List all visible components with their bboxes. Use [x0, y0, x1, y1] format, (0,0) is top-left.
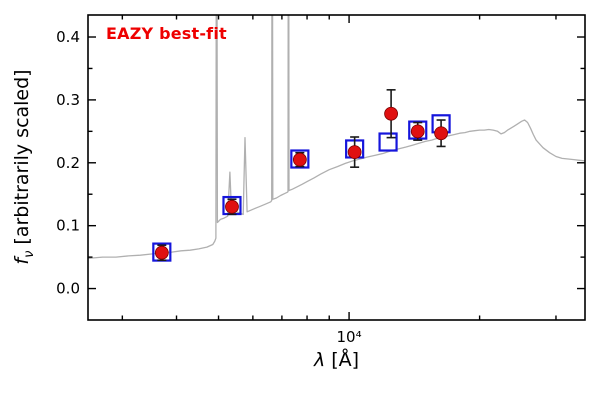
observed-photometry-marker — [384, 106, 398, 121]
y-tick-label: 0.4 — [56, 28, 80, 46]
y-tick-label: 0.3 — [56, 91, 80, 109]
model-photometry-marker — [378, 132, 398, 152]
observed-photometry-marker — [225, 199, 239, 214]
observed-photometry-marker — [434, 126, 448, 141]
spectrum-line — [88, 15, 585, 260]
xlabel-rest: [Å] — [325, 349, 360, 371]
ylabel-subscript: ν — [21, 250, 37, 258]
model-photometry-marker — [290, 149, 310, 169]
x-tick-label: 10⁴ — [337, 328, 362, 346]
observed-photometry-marker — [154, 245, 169, 260]
ylabel-symbol: f — [11, 257, 34, 265]
x-axis-label: λ [Å] — [88, 349, 585, 371]
xlabel-symbol: λ — [313, 349, 326, 371]
observed-photometry-marker — [347, 145, 362, 159]
y-tick-label: 0.2 — [56, 154, 80, 172]
observed-photometry-marker — [292, 152, 307, 167]
ylabel-rest: [arbitrarily scaled] — [11, 69, 34, 251]
y-axis-label: fν [arbitrarily scaled] — [11, 69, 37, 264]
y-tick-label: 0.0 — [56, 280, 80, 298]
y-tick-label: 0.1 — [56, 217, 80, 235]
best-fit-annotation: EAZY best-fit — [106, 24, 227, 43]
observed-photometry-marker — [410, 124, 425, 139]
plot-frame — [87, 14, 586, 321]
